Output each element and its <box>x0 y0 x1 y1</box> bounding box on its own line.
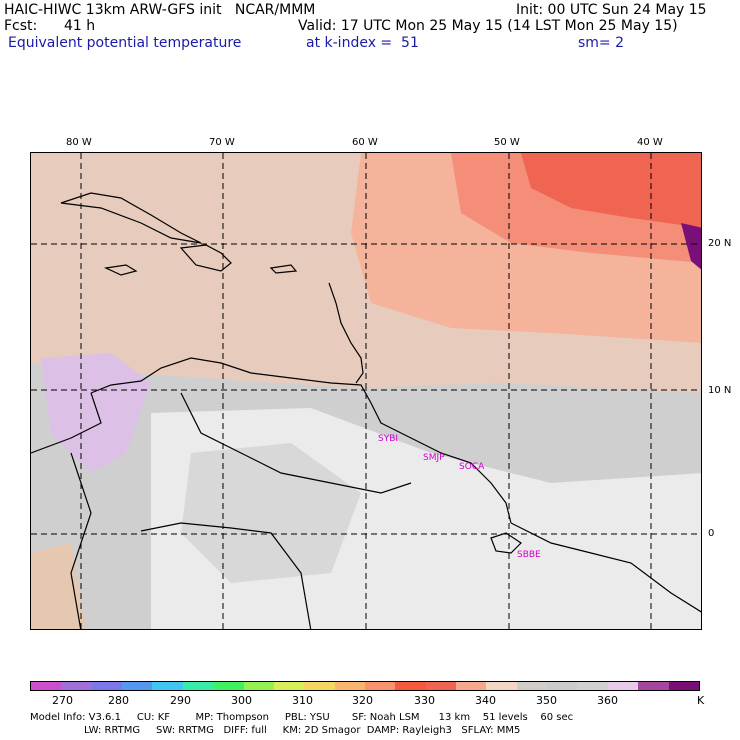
field-name: Equivalent potential temperature <box>8 35 242 51</box>
colorbar-swatch-0 <box>31 682 62 690</box>
field-max-patch <box>681 223 701 270</box>
smoothing: sm= 2 <box>578 35 625 51</box>
colorbar-swatch-1 <box>61 682 92 690</box>
colorbar-swatch-6 <box>213 682 244 690</box>
colorbar-swatch-8 <box>273 682 305 690</box>
colorbar-swatch-7 <box>243 682 274 690</box>
colorbar-swatch-16 <box>516 682 548 690</box>
station-soca: SOCA <box>459 462 485 472</box>
colorbar-swatch-18 <box>577 682 608 690</box>
colorbar-swatch-15 <box>486 682 517 690</box>
model-info-line1: Model Info: V3.6.1 CU: KF MP: Thompson P… <box>30 712 574 723</box>
lat-label-10n: 10 N <box>708 385 732 396</box>
colorbar-unit: K <box>697 694 705 707</box>
lon-label-60w: 60 W <box>352 137 378 148</box>
colorbar-label-330: 330 <box>414 694 435 707</box>
colorbar-label-350: 350 <box>536 694 557 707</box>
init-time: Init: 00 UTC Sun 24 May 15 <box>516 2 707 18</box>
colorbar-swatch-2 <box>91 682 123 690</box>
colorbar <box>30 681 700 691</box>
colorbar-swatch-14 <box>456 682 487 690</box>
lon-label-70w: 70 W <box>209 137 235 148</box>
colorbar-label-320: 320 <box>352 694 373 707</box>
colorbar-label-310: 310 <box>292 694 313 707</box>
colorbar-swatch-4 <box>152 682 183 690</box>
lon-label-50w: 50 W <box>494 137 520 148</box>
colorbar-swatch-3 <box>122 682 153 690</box>
colorbar-label-360: 360 <box>597 694 618 707</box>
colorbar-swatch-13 <box>425 682 457 690</box>
field-tan-patch <box>31 543 86 629</box>
model-info-line2: LW: RRTMG SW: RRTMG DIFF: full KM: 2D Sm… <box>84 725 521 736</box>
colorbar-label-300: 300 <box>231 694 252 707</box>
field-gray-patch <box>181 443 361 583</box>
colorbar-label-270: 270 <box>52 694 73 707</box>
model-level: at k-index = 51 <box>306 35 419 51</box>
colorbar-swatch-9 <box>304 682 335 690</box>
colorbar-swatch-11 <box>364 682 396 690</box>
lon-label-80w: 80 W <box>66 137 92 148</box>
lat-label-0: 0 <box>708 528 715 539</box>
lon-label-40w: 40 W <box>637 137 663 148</box>
colorbar-swatch-19 <box>607 682 639 690</box>
colorbar-swatch-10 <box>334 682 365 690</box>
colorbar-swatch-5 <box>182 682 214 690</box>
forecast-hour: 41 h <box>64 18 96 34</box>
station-smjp: SMJP <box>423 453 445 463</box>
map-title: HAIC-HIWC 13km ARW-GFS init NCAR/MMM <box>4 2 316 18</box>
colorbar-swatch-17 <box>547 682 578 690</box>
colorbar-swatch-12 <box>395 682 426 690</box>
station-sybi: SYBI <box>378 434 398 444</box>
graticule <box>31 153 701 629</box>
valid-time: Valid: 17 UTC Mon 25 May 15 (14 LST Mon … <box>298 18 678 34</box>
colorbar-swatch-21 <box>668 682 699 690</box>
colorbar-swatch-20 <box>638 682 669 690</box>
map-panel: SYBI SMJP SOCA SBBE <box>30 152 702 630</box>
colorbar-label-340: 340 <box>475 694 496 707</box>
colorbar-label-280: 280 <box>108 694 129 707</box>
lat-label-20n: 20 N <box>708 238 732 249</box>
field-hottest-band <box>521 153 701 228</box>
map-canvas: SYBI SMJP SOCA SBBE <box>31 153 701 629</box>
forecast-label: Fcst: <box>4 18 38 34</box>
station-sbbe: SBBE <box>517 550 541 560</box>
colorbar-label-290: 290 <box>170 694 191 707</box>
